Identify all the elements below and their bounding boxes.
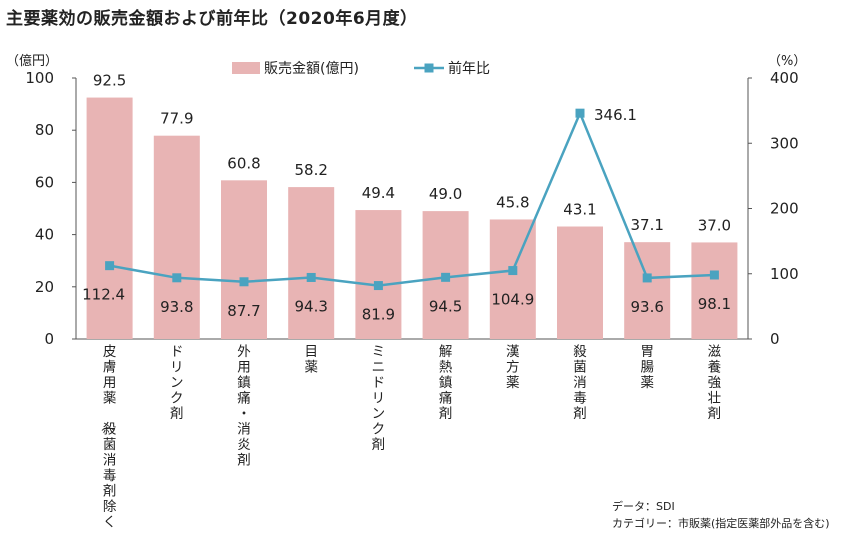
bar	[691, 242, 738, 339]
yoy-line	[109, 109, 715, 287]
legend-bar-swatch	[232, 62, 260, 74]
yoy-marker	[508, 266, 518, 276]
yoy-value-label: 87.7	[227, 302, 260, 320]
yoy-value-label: 94.3	[294, 297, 327, 315]
category-label: 皮膚用薬（殺菌消毒剤除く）	[99, 344, 117, 539]
right-tick-label: 300	[770, 134, 799, 152]
legend-line-marker	[424, 63, 434, 73]
yoy-value-label: 104.9	[491, 291, 534, 309]
right-tick-label: 200	[770, 200, 799, 218]
bar	[489, 219, 536, 339]
chart-title: 主要薬効の販売金額および前年比（2020年6月度）	[6, 9, 418, 29]
bar-value-label: 37.0	[698, 216, 731, 234]
yoy-marker	[642, 273, 652, 283]
yoy-marker	[709, 270, 719, 280]
yoy-marker	[105, 261, 115, 271]
left-tick-label: 0	[44, 330, 54, 348]
category-label: 殺菌消毒剤	[573, 344, 587, 422]
yoy-marker	[575, 108, 585, 118]
bar-value-label: 43.1	[563, 201, 596, 219]
bar	[355, 210, 402, 339]
left-tick-label: 40	[35, 226, 54, 244]
yoy-value-label: 112.4	[82, 286, 125, 304]
footnote-source: データ：SDI	[612, 500, 675, 513]
right-tick-label: 400	[770, 69, 799, 87]
yoy-value-label: 98.1	[698, 295, 731, 313]
category-label: 外用鎮痛・消炎剤	[237, 344, 251, 469]
category-label: 滋養強壮剤	[708, 344, 722, 422]
yoy-value-label: 94.5	[429, 297, 462, 315]
bar	[557, 226, 603, 339]
bar-value-label: 37.1	[630, 216, 663, 234]
category-label: 胃腸薬	[640, 344, 654, 391]
category-label: ミニドリンク剤	[372, 344, 386, 453]
yoy-marker	[373, 281, 383, 291]
yoy-marker	[239, 277, 249, 287]
legend-bar-label: 販売金額(億円)	[264, 61, 359, 77]
left-tick-label: 80	[35, 121, 54, 139]
bar	[86, 97, 133, 339]
legend-line-label: 前年比	[448, 60, 490, 77]
left-tick-label: 60	[35, 173, 54, 191]
yoy-value-label: 81.9	[362, 306, 395, 324]
yoy-value-label: 93.8	[160, 298, 193, 316]
category-label: 漢方薬	[506, 344, 520, 391]
yoy-marker	[441, 272, 451, 282]
right-tick-label: 100	[770, 265, 799, 283]
bar-value-label: 58.2	[294, 161, 327, 179]
yoy-value-label: 93.6	[630, 298, 663, 316]
yoy-marker	[172, 273, 182, 283]
bar-value-label: 49.0	[429, 185, 462, 203]
bar-value-label: 77.9	[160, 110, 193, 128]
bar	[221, 180, 267, 339]
yoy-value-label: 346.1	[594, 106, 637, 124]
bar-value-label: 45.8	[496, 193, 529, 211]
left-tick-label: 20	[35, 278, 54, 296]
bar-value-label: 60.8	[227, 154, 260, 172]
footnote-category: カテゴリー：市販薬(指定医薬部外品を含む)	[612, 517, 830, 530]
bar	[288, 187, 335, 339]
bar-value-label: 92.5	[93, 72, 126, 90]
right-tick-label: 0	[770, 330, 780, 348]
bar	[624, 242, 671, 339]
bar	[153, 135, 200, 339]
category-label: 解熱鎮痛剤	[439, 344, 453, 422]
yoy-marker	[306, 272, 316, 282]
category-label: 目薬	[304, 344, 318, 376]
category-label: ドリンク剤	[170, 344, 184, 422]
right-axis-unit: （%）	[768, 54, 807, 69]
left-tick-label: 100	[25, 69, 54, 87]
bar-value-label: 49.4	[362, 184, 395, 202]
left-axis-unit: （億円）	[6, 54, 59, 69]
